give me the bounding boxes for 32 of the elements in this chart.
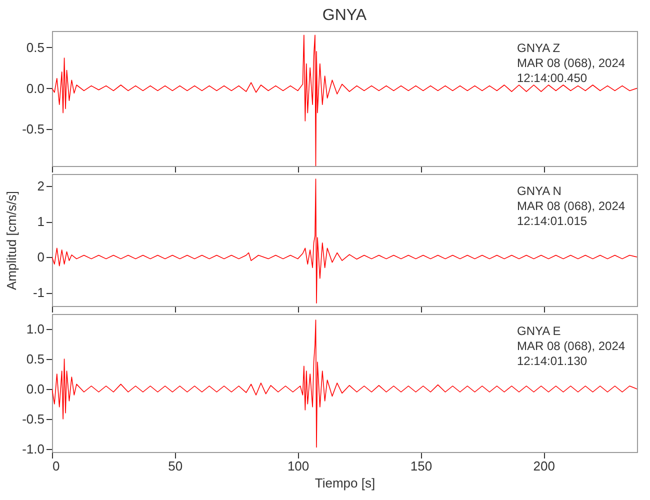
line-series bbox=[52, 320, 637, 448]
y-tick-label: 1.0 bbox=[26, 322, 44, 336]
annotation: MAR 08 (068), 2024 bbox=[517, 56, 626, 70]
y-tick-label: -0.5 bbox=[22, 412, 44, 426]
annotation: MAR 08 (068), 2024 bbox=[517, 199, 626, 213]
x-tick-label: 150 bbox=[410, 458, 432, 474]
annotation: GNYA E bbox=[517, 324, 561, 338]
annotation: GNYA N bbox=[517, 184, 562, 198]
y-tick-label: -1.0 bbox=[22, 442, 44, 456]
x-tick-label: 0 bbox=[52, 458, 60, 474]
y-tick-label: 2 bbox=[37, 178, 44, 194]
annotation: 12:14:01.130 bbox=[517, 354, 588, 368]
line-series bbox=[52, 178, 637, 304]
x-tick-label: 200 bbox=[533, 458, 555, 474]
line-series bbox=[52, 34, 637, 166]
chart-title: GNYA bbox=[322, 7, 367, 24]
y-tick-label: 0.5 bbox=[26, 40, 44, 55]
annotation: 12:14:00.450 bbox=[517, 71, 588, 85]
y-tick-label: 0.0 bbox=[26, 382, 44, 396]
y-tick-label: 0.0 bbox=[26, 80, 44, 96]
annotation: MAR 08 (068), 2024 bbox=[517, 339, 626, 353]
y-tick-label: -0.5 bbox=[22, 122, 44, 137]
y-tick-label: 0.5 bbox=[26, 352, 44, 366]
x-axis-title: Tiempo [s] bbox=[314, 476, 376, 490]
x-tick-label: 50 bbox=[168, 458, 183, 474]
annotation: 12:14:01.015 bbox=[517, 214, 588, 228]
y-tick-label: 1 bbox=[37, 214, 44, 230]
y-tick-label: -1 bbox=[32, 285, 44, 300]
y-tick-label: 0 bbox=[37, 250, 44, 265]
y-axis-title: Amplitud [cm/s/s] bbox=[4, 191, 19, 290]
annotation: GNYA Z bbox=[517, 41, 560, 55]
x-tick-label: 100 bbox=[287, 458, 310, 474]
